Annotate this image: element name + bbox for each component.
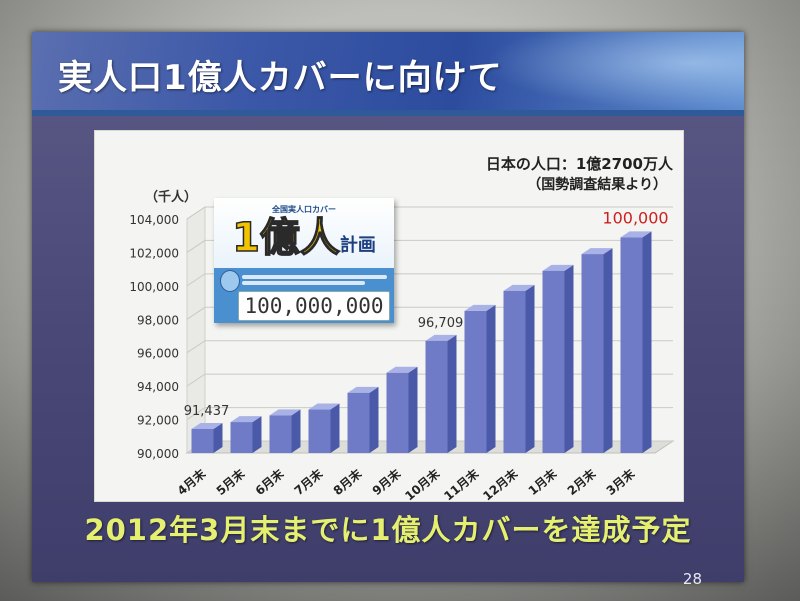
- ad-print-line: [242, 281, 366, 285]
- bar: [347, 392, 370, 453]
- page-number: 28: [682, 570, 702, 588]
- ad-suffix-text: 計画: [339, 235, 376, 256]
- y-tick-label: 102,000: [129, 246, 179, 260]
- slide-title: 実人口1億人カバーに向けて: [58, 58, 503, 98]
- earth-graphic: [484, 32, 744, 110]
- population-note: 日本の人口：1億2700万人: [486, 155, 674, 173]
- bar-top: [230, 416, 262, 423]
- bar-side: [642, 231, 652, 453]
- x-tick-label: 5月末: [213, 465, 248, 498]
- bar-chart: 90,000 92,000 94,000 96,000 98,000 100,000 102…: [129, 155, 675, 501]
- x-tick-label: 7月末: [291, 465, 326, 498]
- bar-top: [620, 231, 652, 238]
- ad-small-print: [242, 273, 387, 289]
- bar: [308, 409, 331, 453]
- title-underline: [32, 110, 744, 116]
- x-tick-label: 2月末: [564, 465, 599, 498]
- bar-top: [503, 284, 535, 291]
- mascot-icon: [220, 270, 240, 292]
- bar-side: [447, 334, 457, 453]
- bar-side: [330, 403, 340, 453]
- x-tick-label: 11月末: [441, 465, 483, 501]
- title-bar: 実人口1億人カバーに向けて: [32, 32, 744, 110]
- data-label: 91,437: [184, 404, 230, 419]
- bar-side: [252, 416, 262, 453]
- ad-print-line: [242, 275, 387, 279]
- bar: [269, 415, 292, 453]
- y-unit-label: （千人）: [145, 189, 197, 205]
- bar-side: [486, 304, 496, 453]
- bar-top: [581, 248, 613, 255]
- bar: [464, 310, 487, 453]
- y-tick-label: 94,000: [137, 380, 179, 394]
- bar: [191, 428, 214, 453]
- y-tick-label: 96,000: [137, 347, 179, 361]
- bar: [542, 270, 565, 453]
- bar-side: [213, 422, 223, 453]
- presentation-slide: 実人口1億人カバーに向けて 90,000 92,000 94,000 96,000 98…: [32, 32, 744, 588]
- inset-advertisement: 全国実人口カバー 1億人計画 100,000,000: [214, 198, 394, 323]
- x-tick-label: 6月末: [252, 465, 287, 498]
- data-label: 96,709: [418, 316, 464, 331]
- ad-number-box: 100,000,000: [238, 291, 390, 321]
- bar: [230, 422, 253, 453]
- census-note: （国勢調査結果より）: [527, 176, 667, 193]
- ad-header: [214, 198, 394, 268]
- y-tick-label: 90,000: [137, 447, 179, 461]
- slide-footer-message: 2012年3月末までに1億人カバーを達成予定: [84, 513, 692, 547]
- data-label: 100,000: [602, 208, 668, 227]
- y-tick-label: 104,000: [129, 213, 179, 227]
- bar: [425, 340, 448, 453]
- x-tick-label: 9月末: [369, 465, 404, 498]
- x-tick-label: 8月末: [330, 465, 365, 498]
- gridline: [186, 273, 673, 287]
- y-tick-label: 100,000: [129, 280, 179, 294]
- bar-side: [525, 284, 535, 453]
- bar: [386, 372, 409, 453]
- bar-top: [464, 304, 496, 311]
- gridline: [186, 239, 673, 253]
- bar-top: [542, 264, 574, 271]
- x-tick-label: 4月末: [174, 465, 209, 498]
- x-tick-label: 10月末: [402, 465, 444, 501]
- bar-top: [308, 403, 340, 410]
- bar-top: [191, 422, 223, 429]
- ad-big-text: 1億人: [231, 215, 340, 261]
- bar-side: [408, 366, 418, 453]
- bar-side: [564, 264, 574, 453]
- y-tick-label: 92,000: [137, 414, 179, 428]
- chart-panel: 90,000 92,000 94,000 96,000 98,000 100,000 102…: [94, 130, 684, 502]
- bar: [620, 237, 643, 453]
- x-tick-label: 12月末: [480, 465, 522, 501]
- bar-top: [269, 409, 301, 416]
- bar-side: [369, 386, 379, 453]
- bar: [581, 254, 604, 453]
- gridline: [186, 206, 673, 220]
- ad-small-text: 全国実人口カバー: [272, 205, 336, 214]
- bar-top: [347, 386, 379, 393]
- bar-side: [291, 409, 301, 453]
- bar: [503, 290, 526, 453]
- ad-number: 100,000,000: [244, 294, 384, 318]
- x-tick-label: 3月末: [603, 465, 638, 498]
- ad-big-title: 1億人計画: [214, 215, 394, 268]
- x-tick-label: 1月末: [525, 465, 560, 498]
- bar-top: [386, 366, 418, 373]
- bar-top: [425, 334, 457, 341]
- bar-side: [603, 248, 613, 453]
- y-tick-label: 98,000: [137, 313, 179, 327]
